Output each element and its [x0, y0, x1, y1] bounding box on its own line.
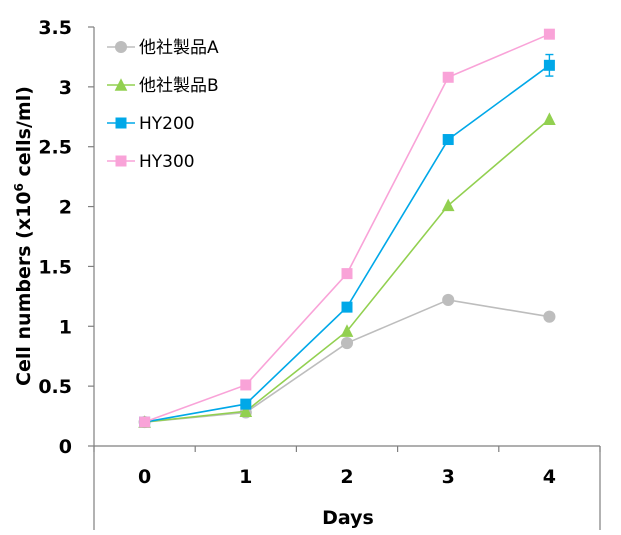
legend-entry: HY200	[107, 114, 195, 134]
data-point	[340, 336, 354, 350]
y-tick-label: 0	[59, 436, 72, 458]
data-point	[441, 198, 455, 212]
legend-label: HY200	[139, 114, 195, 134]
y-axis-title-tail: cells/ml)	[13, 86, 35, 183]
legend-label: HY300	[139, 152, 195, 172]
data-point	[240, 379, 252, 391]
data-point	[543, 310, 556, 323]
legend-entry: HY300	[107, 152, 195, 172]
data-point	[442, 293, 455, 306]
legend-label: 他社製品B	[139, 76, 219, 96]
x-tick-label: 1	[239, 466, 252, 488]
series-line	[144, 299, 550, 423]
x-tick-label: 3	[442, 466, 455, 488]
x-tick-label: 0	[138, 466, 151, 488]
legend-marker	[114, 40, 128, 54]
data-point	[139, 416, 151, 428]
y-tick-label: 2	[59, 197, 72, 219]
data-point	[340, 324, 354, 337]
x-tick-label: 2	[340, 466, 353, 488]
legend-entry: 他社製品A	[107, 38, 219, 58]
y-axis-title-superscript: 6	[12, 183, 26, 191]
data-point	[341, 301, 353, 313]
data-point	[240, 398, 252, 410]
y-tick-label: 1	[59, 316, 72, 338]
legend-marker	[114, 78, 128, 91]
data-point	[543, 59, 555, 71]
x-axis-title: Days	[322, 507, 374, 529]
data-point	[239, 404, 253, 418]
y-ticks: 0 0.5 1 1.5 2 2.5 3 3.5	[38, 17, 94, 458]
series-line	[144, 64, 550, 423]
x-tick-label: 4	[543, 466, 556, 488]
axes	[93, 27, 601, 530]
data-point	[543, 112, 556, 125]
legend-marker	[115, 155, 127, 167]
series-layer	[138, 28, 556, 429]
data-point	[341, 268, 353, 280]
legend-entry: 他社製品B	[107, 76, 219, 96]
legend-label: 他社製品A	[139, 38, 219, 58]
y-tick-label: 0.5	[38, 376, 72, 398]
y-axis-title: Cell numbers (x106 cells/ml)	[12, 86, 35, 386]
data-point	[442, 71, 454, 83]
legend: 他社製品A 他社製品B HY200 HY300	[107, 38, 219, 172]
y-tick-label: 2.5	[38, 137, 72, 159]
legend-marker	[115, 117, 127, 129]
data-point	[543, 28, 555, 40]
data-point	[442, 134, 454, 146]
y-tick-label: 1.5	[38, 256, 72, 278]
y-axis-title-main: Cell numbers (x10	[13, 191, 35, 385]
series-HY200	[139, 53, 555, 428]
y-tick-label: 3	[59, 77, 72, 99]
y-tick-label: 3.5	[38, 17, 72, 39]
x-ticks: 0 1 2 3 4	[93, 446, 601, 488]
series-他社製品A	[138, 293, 556, 429]
series-HY300	[139, 28, 555, 428]
